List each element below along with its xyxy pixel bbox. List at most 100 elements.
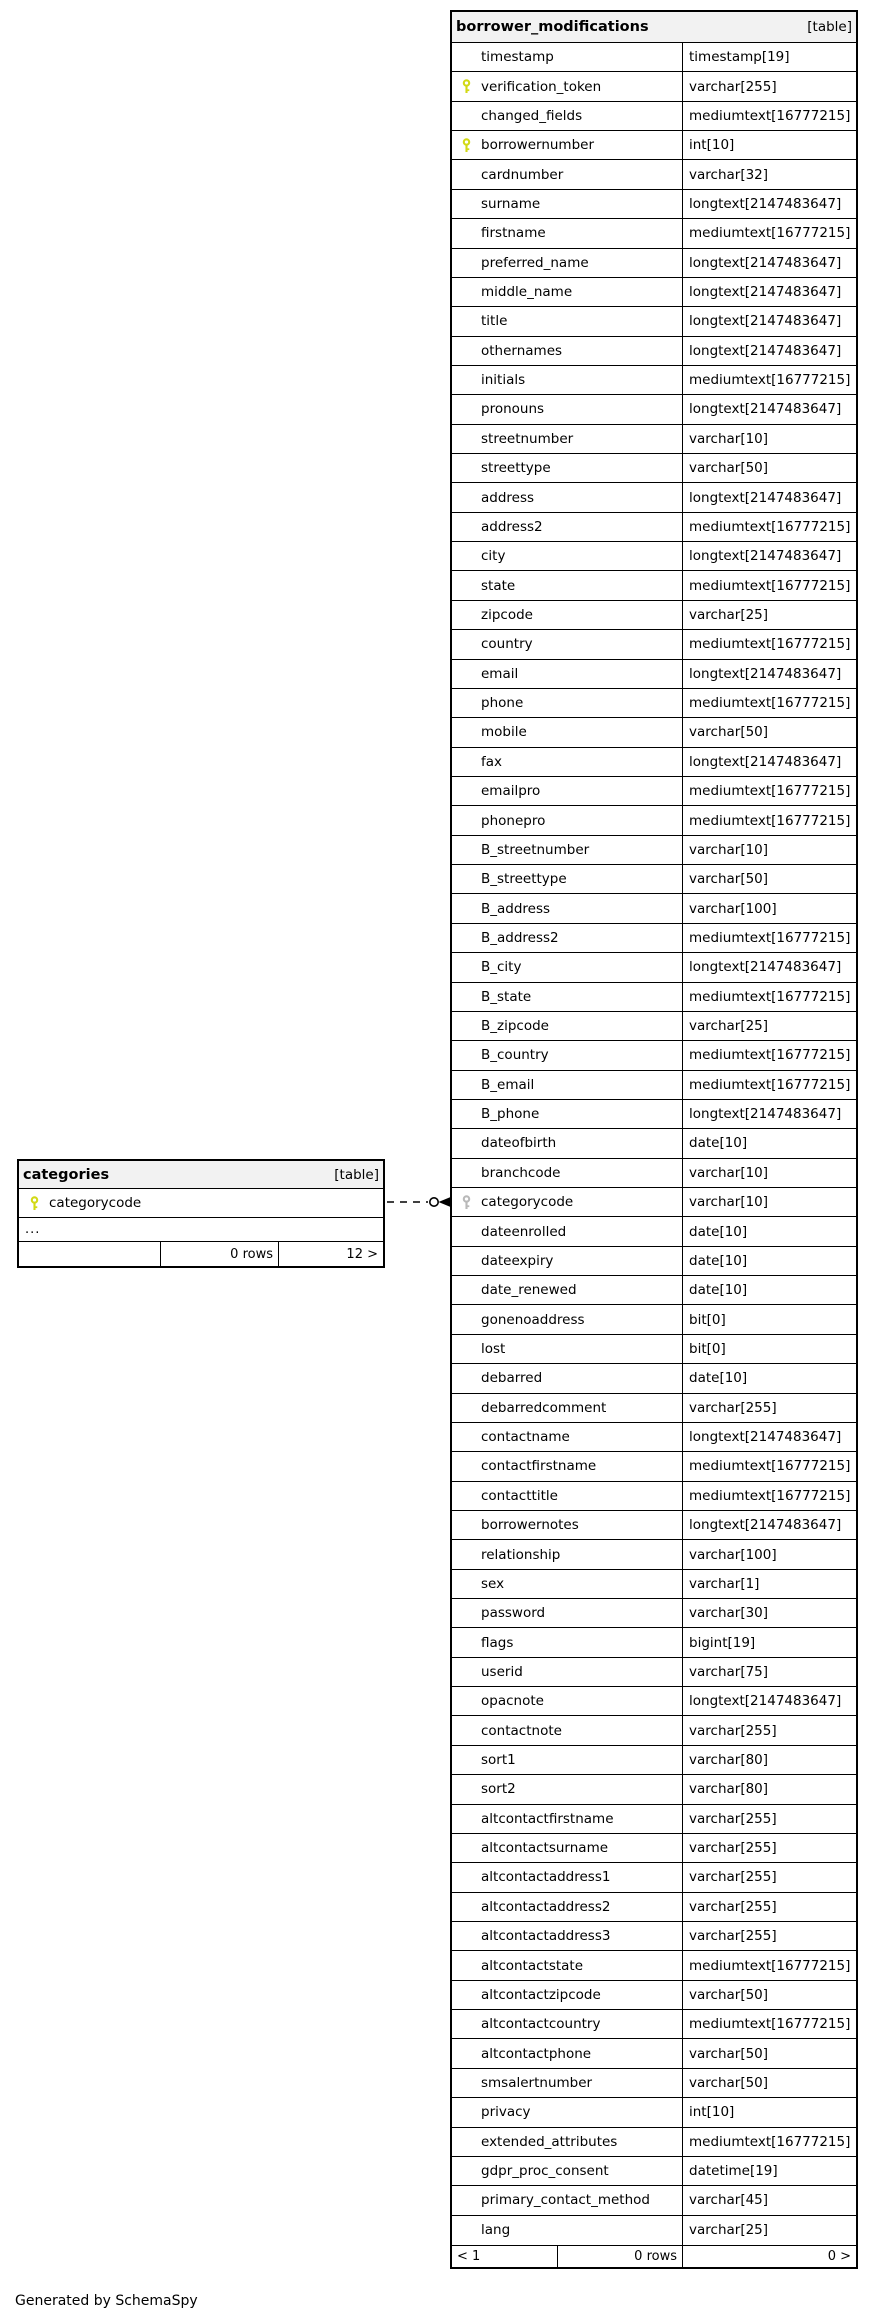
column-type: longtext[2147483647] (682, 483, 856, 512)
column-name: B_streetnumber (452, 836, 682, 864)
column-type: date[10] (682, 1364, 856, 1393)
column-name-label: altcontactaddress3 (481, 1928, 611, 1945)
column-type: longtext[2147483647] (682, 1099, 856, 1129)
column-row-altcontactaddress2: altcontactaddress2 varchar[255] (452, 1892, 856, 1922)
key-icon-spacer (460, 431, 473, 446)
column-row-contacttitle: contacttitle mediumtext[16777215] (452, 1481, 856, 1511)
key-icon-spacer (460, 2075, 473, 2090)
key-icon-spacer (460, 50, 473, 65)
column-name-label: branchcode (481, 1164, 561, 1181)
key-icon-spacer (460, 637, 473, 652)
column-name-label: sex (481, 1575, 505, 1592)
column-row-primary_contact_method: primary_contact_method varchar[45] (452, 2186, 856, 2216)
categories-table-footer: 0 rows 12 > (19, 1242, 383, 1266)
column-type: varchar[255] (682, 1833, 856, 1863)
column-name: altcontactsurname (452, 1834, 682, 1862)
column-type: mediumtext[16777215] (682, 1041, 856, 1070)
column-type: varchar[255] (682, 72, 856, 101)
column-name-label: address (481, 489, 535, 506)
column-name-label: changed_fields (481, 107, 583, 124)
column-name-label: borrowernumber (481, 137, 595, 154)
column-type: varchar[255] (682, 1922, 856, 1951)
column-type: bit[0] (682, 1305, 856, 1334)
column-row-B_email: B_email mediumtext[16777215] (452, 1070, 856, 1100)
key-icon-spacer (460, 1606, 473, 1621)
column-type: mediumtext[16777215] (682, 806, 856, 835)
column-name-label: altcontactcountry (481, 2016, 601, 2033)
column-name-label: B_country (481, 1047, 549, 1064)
column-name-label: B_zipcode (481, 1018, 549, 1035)
column-row-date_renewed: date_renewed date[10] (452, 1276, 856, 1306)
column-row-initials: initials mediumtext[16777215] (452, 365, 856, 396)
borrower-modifications-table-footer: < 1 0 rows 0 > (452, 2244, 856, 2267)
column-row-mobile: mobile varchar[50] (452, 718, 856, 748)
column-row-verification_token: verification_token varchar[255] (452, 72, 856, 102)
column-name: password (452, 1599, 682, 1627)
column-type: bit[0] (682, 1334, 856, 1364)
column-name-label: B_email (481, 1076, 535, 1093)
column-name-label: altcontactfirstname (481, 1810, 614, 1827)
column-name: borrowernotes (452, 1511, 682, 1539)
column-type: longtext[2147483647] (682, 277, 856, 307)
column-name-label: B_state (481, 988, 532, 1005)
categories-table-header[interactable]: categories [table] (19, 1161, 383, 1189)
key-icon-spacer (460, 1958, 473, 1973)
column-name-label: B_streetnumber (481, 841, 590, 858)
column-type: longtext[2147483647] (682, 659, 856, 688)
column-type: varchar[25] (682, 1011, 856, 1041)
key-icon-spacer (460, 1987, 473, 2002)
column-row-timestamp: timestamp timestamp[19] (452, 43, 856, 73)
column-row-lost: lost bit[0] (452, 1334, 856, 1365)
column-type: varchar[100] (682, 894, 856, 923)
column-type: varchar[50] (682, 454, 856, 483)
column-name: altcontactcountry (452, 2010, 682, 2038)
key-icon-spacer (460, 1929, 473, 1944)
key-icon-spacer (460, 1899, 473, 1914)
primary-key-icon (28, 1195, 41, 1211)
column-type: varchar[25] (682, 2215, 856, 2245)
column-row-extended_attributes: extended_attributes mediumtext[16777215] (452, 2127, 856, 2157)
column-name: altcontactfirstname (452, 1805, 682, 1833)
column-name-label: dateexpiry (481, 1252, 554, 1269)
foreign-key-icon (460, 1194, 473, 1210)
column-name-label: debarred (481, 1370, 543, 1387)
column-name-label: B_streettype (481, 871, 567, 888)
key-icon-spacer (460, 872, 473, 887)
column-name: address2 (452, 513, 682, 541)
column-row-B_phone: B_phone longtext[2147483647] (452, 1099, 856, 1130)
column-name: categorycode (19, 1189, 383, 1217)
borrower-modifications-table-header[interactable]: borrower_modifications [table] (452, 12, 856, 43)
column-row-zipcode: zipcode varchar[25] (452, 600, 856, 631)
column-type: mediumtext[16777215] (682, 512, 856, 542)
column-type: varchar[45] (682, 2186, 856, 2215)
column-row-othernames: othernames longtext[2147483647] (452, 336, 856, 366)
column-row-B_zipcode: B_zipcode varchar[25] (452, 1011, 856, 1042)
foreign-key-connector (387, 1197, 450, 1207)
column-type: mediumtext[16777215] (682, 101, 856, 131)
column-row-streettype: streettype varchar[50] (452, 454, 856, 484)
column-row-B_address2: B_address2 mediumtext[16777215] (452, 923, 856, 954)
column-type: mediumtext[16777215] (682, 1481, 856, 1510)
key-icon-spacer (460, 1136, 473, 1151)
column-row-relationship: relationship varchar[100] (452, 1540, 856, 1570)
column-name-label: country (481, 636, 533, 653)
table-node-borrower-modifications: borrower_modifications [table] timestamp… (450, 10, 858, 2269)
column-name-label: state (481, 577, 516, 594)
column-name-label: flags (481, 1634, 514, 1651)
column-row-contactname: contactname longtext[2147483647] (452, 1422, 856, 1453)
column-row-dateexpiry: dateexpiry date[10] (452, 1246, 856, 1277)
column-name: surname (452, 190, 682, 218)
column-name-label: streettype (481, 460, 551, 477)
column-row-categorycode: categorycode varchar[10] (452, 1188, 856, 1218)
column-type: date[10] (682, 1276, 856, 1305)
column-name-label: verification_token (481, 78, 602, 95)
column-type: date[10] (682, 1129, 856, 1158)
column-row-altcontactaddress3: altcontactaddress3 varchar[255] (452, 1922, 856, 1952)
key-icon-spacer (460, 608, 473, 623)
column-name: gonenoaddress (452, 1305, 682, 1333)
column-name: B_address2 (452, 924, 682, 952)
key-icon-spacer (460, 314, 473, 329)
key-icon-spacer (460, 960, 473, 975)
column-row-altcontactfirstname: altcontactfirstname varchar[255] (452, 1804, 856, 1834)
column-row-dateofbirth: dateofbirth date[10] (452, 1129, 856, 1159)
